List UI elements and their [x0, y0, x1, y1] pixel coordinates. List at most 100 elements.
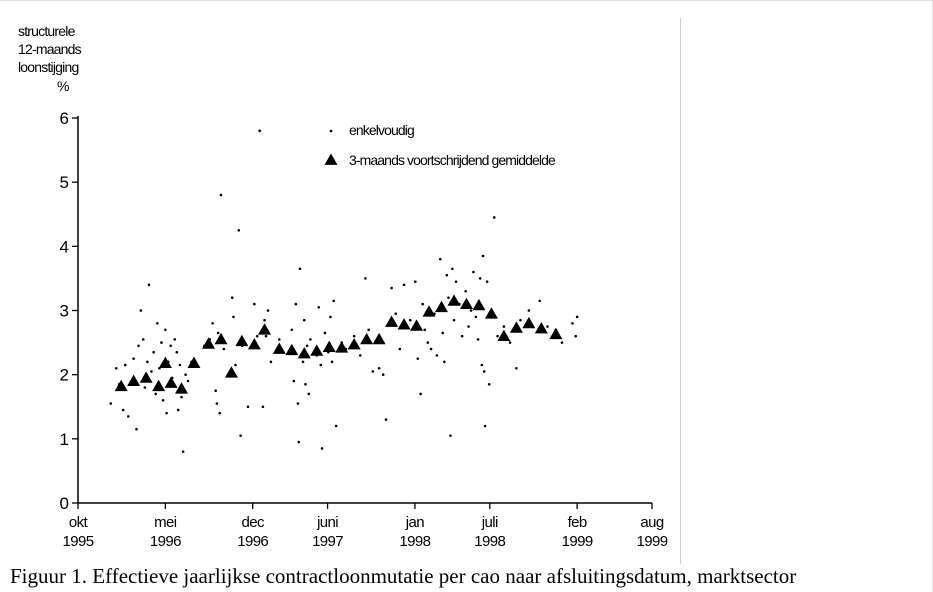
data-point-3-maands [139, 371, 153, 383]
data-point-enkelvoudig [574, 334, 577, 338]
data-point-enkelvoudig [496, 334, 499, 338]
data-point-enkelvoudig [469, 309, 473, 312]
data-point-enkelvoudig [127, 415, 130, 418]
data-point-enkelvoudig [230, 296, 234, 299]
data-point-3-maands [385, 315, 399, 327]
data-point-enkelvoudig [464, 289, 467, 293]
data-point-enkelvoudig [114, 366, 118, 370]
data-point-3-maands [114, 379, 128, 392]
data-point-3-maands [347, 338, 361, 350]
data-point-3-maands [522, 316, 536, 329]
data-point-enkelvoudig [317, 305, 321, 309]
data-point-enkelvoudig [480, 363, 484, 367]
x-tick-label-month: feb [568, 514, 587, 531]
y-axis-title-line: loonstijging [18, 59, 78, 75]
data-point-enkelvoudig [390, 286, 393, 290]
data-point-enkelvoudig [414, 280, 417, 283]
data-point-3-maands [235, 334, 249, 347]
data-point-enkelvoudig [161, 399, 165, 402]
data-point-3-maands [187, 356, 201, 368]
data-point-3-maands [435, 300, 449, 313]
data-point-3-maands [549, 327, 563, 340]
data-point-3-maands [158, 356, 172, 368]
data-point-enkelvoudig [423, 328, 427, 332]
data-point-enkelvoudig [154, 392, 158, 396]
data-point-enkelvoudig [169, 344, 172, 348]
data-point-enkelvoudig [352, 334, 356, 338]
data-point-enkelvoudig [186, 379, 190, 383]
x-tick-label-year: 1999 [637, 533, 668, 550]
data-point-enkelvoudig [178, 363, 182, 367]
data-point-enkelvoudig [441, 331, 445, 335]
axes [77, 116, 652, 504]
data-point-enkelvoudig [371, 370, 375, 373]
data-point-enkelvoudig [266, 309, 270, 312]
data-point-enkelvoudig [214, 389, 217, 393]
x-tick-label-year: 1997 [312, 533, 343, 550]
data-point-enkelvoudig [146, 360, 149, 364]
data-point-enkelvoudig [132, 357, 135, 360]
data-point-enkelvoudig [381, 373, 385, 376]
y-tick-label: 4 [60, 237, 69, 256]
data-point-enkelvoudig [263, 318, 266, 322]
y-axis-title-line: 12-maands [18, 41, 82, 57]
data-point-enkelvoudig [175, 350, 179, 354]
data-point-enkelvoudig [297, 440, 301, 444]
data-point-enkelvoudig [408, 318, 412, 322]
data-point-3-maands [202, 337, 216, 349]
x-tick-label-month: jan [405, 514, 424, 531]
data-point-enkelvoudig [320, 447, 324, 450]
data-point-enkelvoudig [546, 325, 549, 328]
data-point-3-maands [164, 376, 178, 388]
data-point-enkelvoudig [261, 405, 265, 409]
data-point-enkelvoudig [232, 315, 235, 319]
x-tick-label-month: dec [242, 514, 265, 531]
data-point-3-maands [224, 366, 238, 378]
data-point-3-maands [175, 382, 189, 394]
data-point-3-maands [459, 297, 473, 309]
data-point-enkelvoudig [218, 411, 222, 415]
data-point-enkelvoudig [358, 354, 362, 357]
data-point-enkelvoudig [454, 280, 458, 283]
data-point-3-maands [258, 323, 272, 335]
data-point-enkelvoudig [298, 267, 302, 271]
data-point-enkelvoudig [152, 350, 155, 354]
data-point-enkelvoudig [483, 424, 487, 428]
y-axis-title: structurele 12-maands loonstijging% [18, 23, 82, 94]
data-point-enkelvoudig [515, 366, 518, 370]
data-point-enkelvoudig [165, 411, 168, 415]
x-tick-label-month: mei [154, 514, 177, 531]
data-point-enkelvoudig [398, 347, 402, 351]
x-tick-label-year: 1995 [63, 533, 94, 550]
data-point-enkelvoudig [307, 392, 311, 396]
data-point-enkelvoudig [527, 309, 531, 312]
data-point-enkelvoudig [476, 338, 480, 341]
data-point-enkelvoudig [364, 277, 367, 280]
data-point-enkelvoudig [452, 318, 456, 322]
y-tick-label: 3 [60, 302, 69, 321]
x-tick-label-month: aug [640, 514, 663, 531]
data-point-enkelvoudig [438, 257, 442, 261]
y-axis-title-line: structurele [18, 23, 76, 39]
data-point-3-maands [285, 343, 299, 356]
data-point-3-maands [447, 294, 461, 306]
data-point-enkelvoudig [467, 325, 470, 328]
data-point-enkelvoudig [472, 270, 475, 274]
data-point-enkelvoudig [332, 299, 336, 303]
data-point-enkelvoudig [156, 322, 159, 325]
data-point-enkelvoudig [416, 357, 420, 360]
data-point-enkelvoudig [560, 341, 564, 344]
legend-label-enkelvoudig: enkelvoudig [349, 122, 414, 138]
data-point-enkelvoudig [173, 338, 177, 341]
x-axis-ticks: okt 1995 mei 1996 dec 1996 juni 1997 jan 1998 juli… [63, 503, 668, 550]
data-point-enkelvoudig [451, 267, 454, 271]
legend-label-3-maands: 3-maands voortschrijdend gemiddelde [349, 152, 556, 168]
data-point-enkelvoudig [485, 280, 489, 283]
data-point-enkelvoudig [160, 341, 163, 344]
data-point-enkelvoudig [147, 283, 151, 287]
y-tick-label: 2 [60, 366, 69, 385]
data-point-enkelvoudig [296, 402, 300, 405]
x-tick-label-year: 1996 [237, 533, 268, 550]
data-point-enkelvoudig [253, 302, 256, 306]
